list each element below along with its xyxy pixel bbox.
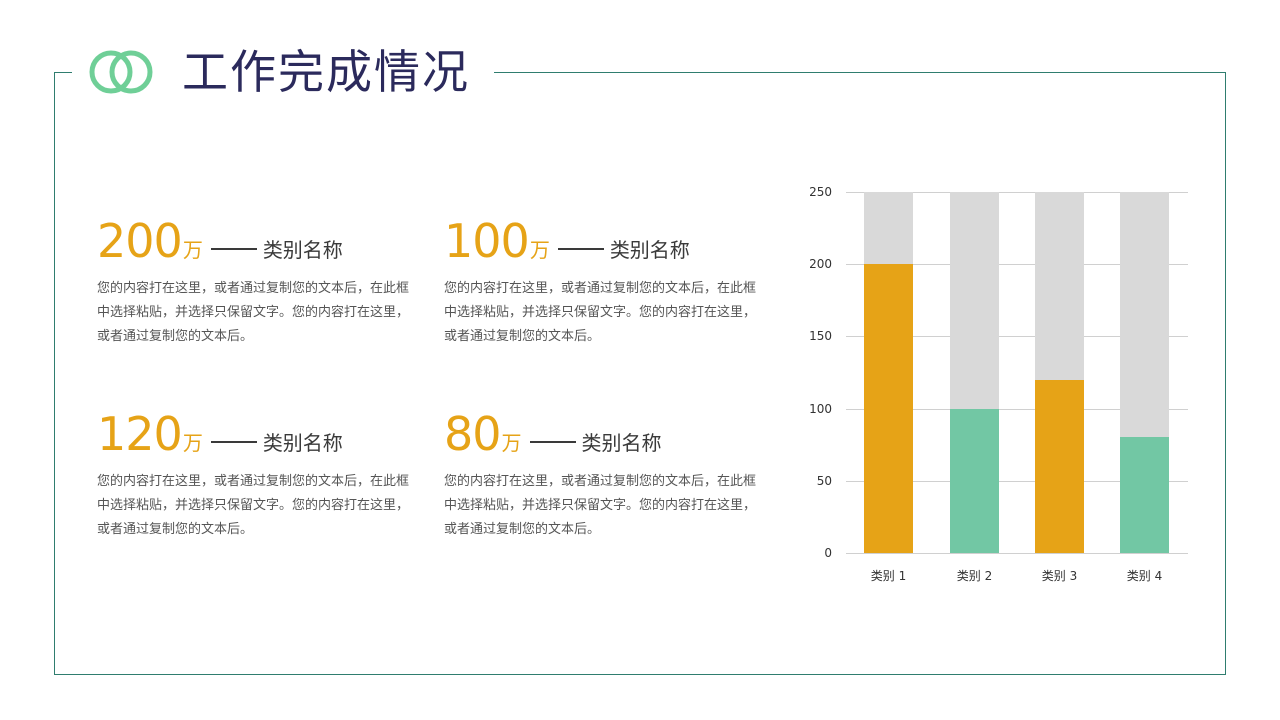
stat-description: 您的内容打在这里，或者通过复制您的文本后，在此框中选择粘贴，并选择只保留文字。您… bbox=[97, 474, 410, 537]
stat-unit: 万 bbox=[501, 431, 522, 455]
gridline bbox=[846, 553, 1188, 554]
bar-value bbox=[950, 408, 999, 553]
content-frame bbox=[54, 72, 1226, 675]
gridline bbox=[846, 480, 1188, 482]
stat-description: 您的内容打在这里，或者通过复制您的文本后，在此框中选择粘贴，并选择只保留文字。您… bbox=[97, 281, 410, 344]
x-axis-label: 类别 4 bbox=[1126, 569, 1163, 583]
dash-divider bbox=[210, 441, 257, 443]
x-axis-label: 类别 1 bbox=[870, 569, 907, 583]
bar-value bbox=[864, 264, 913, 553]
stat-unit: 万 bbox=[182, 238, 203, 262]
stat-block-4: 80 万 类别名称 您的内容打在这里，或者通过复制您的文本后，在此框中选择粘贴，… bbox=[444, 408, 774, 542]
stat-value: 200 bbox=[97, 214, 183, 268]
title-frame-gap bbox=[72, 60, 494, 84]
y-tick-label: 100 bbox=[809, 401, 832, 416]
stat-value: 100 bbox=[444, 214, 530, 268]
x-axis-label: 类别 2 bbox=[956, 569, 993, 583]
y-tick-label: 250 bbox=[809, 185, 832, 199]
bar-value bbox=[1035, 379, 1084, 553]
stat-label: 类别名称 bbox=[262, 238, 343, 262]
bar-chart: 250 200 150 100 50 0 类别 1 类别 2 类别 3 类别 4 bbox=[790, 175, 1200, 595]
x-axis-label: 类别 3 bbox=[1041, 569, 1078, 583]
gridline bbox=[846, 336, 1188, 338]
stat-unit: 万 bbox=[529, 238, 550, 262]
page-title: 工作完成情况 bbox=[182, 45, 470, 99]
gridline bbox=[846, 408, 1188, 410]
double-ring-icon bbox=[89, 50, 153, 94]
stat-unit: 万 bbox=[182, 431, 203, 455]
y-tick-label: 150 bbox=[809, 329, 832, 344]
stat-label: 类别名称 bbox=[581, 431, 662, 455]
stat-block-2: 100 万 类别名称 您的内容打在这里，或者通过复制您的文本后，在此框中选择粘贴… bbox=[444, 215, 774, 349]
gridline bbox=[846, 192, 1188, 193]
dash-divider bbox=[557, 248, 604, 250]
stat-value: 120 bbox=[97, 407, 183, 461]
y-tick-label: 50 bbox=[816, 473, 832, 488]
stat-label: 类别名称 bbox=[609, 238, 690, 262]
dash-divider bbox=[210, 248, 257, 250]
stat-value: 80 bbox=[444, 407, 502, 461]
bar-value bbox=[1120, 437, 1169, 553]
gridline bbox=[846, 264, 1188, 266]
stat-description: 您的内容打在这里，或者通过复制您的文本后，在此框中选择粘贴，并选择只保留文字。您… bbox=[444, 281, 757, 344]
stat-block-1: 200 万 类别名称 您的内容打在这里，或者通过复制您的文本后，在此框中选择粘贴… bbox=[97, 215, 427, 349]
y-tick-label: 200 bbox=[809, 257, 832, 272]
stat-description: 您的内容打在这里，或者通过复制您的文本后，在此框中选择粘贴，并选择只保留文字。您… bbox=[444, 474, 757, 537]
stat-block-3: 120 万 类别名称 您的内容打在这里，或者通过复制您的文本后，在此框中选择粘贴… bbox=[97, 408, 427, 542]
y-tick-label: 0 bbox=[824, 546, 832, 560]
stat-label: 类别名称 bbox=[262, 431, 343, 455]
dash-divider bbox=[529, 441, 576, 443]
